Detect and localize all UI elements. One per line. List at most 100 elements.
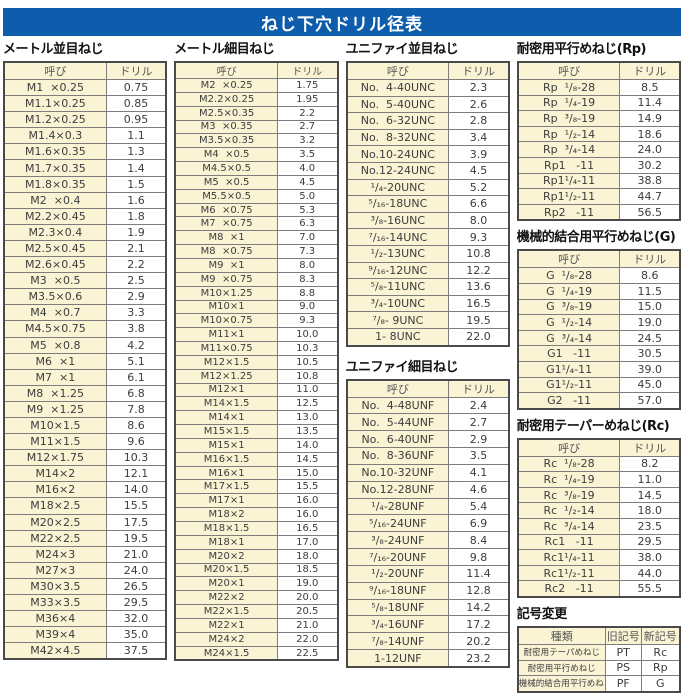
drill-value-cell: 38.8: [619, 172, 681, 190]
drill-value-cell: 11.0: [276, 382, 339, 398]
table-columns: メートル並目ねじ 呼び ドリル M1 ×0.25 0.75 M1.1×0.25 0.8…: [3, 40, 681, 693]
table-row: M17×1 16.0: [174, 493, 339, 509]
table-row: 1-12UNF 23.2: [345, 649, 510, 668]
thread-name-cell: ⁹/₁₆-18UNF: [345, 581, 450, 600]
table-row: No. 6-32UNC 2.8: [345, 112, 510, 130]
section-title-metric-coarse: メートル並目ねじ: [3, 42, 104, 57]
table-row: M22×2 20.0: [174, 590, 339, 606]
thread-name-cell: ⁷/₈- 9UNC: [345, 311, 450, 329]
drill-value-cell: 55.5: [619, 580, 681, 598]
drill-value-cell: 8.2: [619, 455, 681, 473]
drill-value-cell: 4.5: [448, 161, 510, 180]
thread-name-cell: G ¹/₈-28: [517, 267, 621, 284]
table-row: Rp1¹/₄-11 38.8: [517, 172, 681, 190]
table-row: M1 ×0.25 0.75: [3, 78, 167, 97]
thread-name-cell: G ¹/₂-14: [517, 314, 621, 331]
thread-name-cell: ³/₈-24UNF: [345, 531, 450, 550]
thread-name-cell: M1.1×0.25: [3, 95, 107, 113]
drill-value-cell: 9.6: [105, 433, 167, 451]
table-row: Rp1 -11 30.2: [517, 156, 681, 174]
drill-value-cell: 16.0: [276, 493, 339, 509]
name-column-header: 呼び: [174, 61, 278, 79]
thread-name-cell: M8 ×1: [174, 230, 278, 246]
table-row: G ¹/₄-19 11.5: [517, 282, 681, 300]
drill-value-cell: 2.3: [448, 79, 510, 97]
drill-value-cell: 30.2: [619, 156, 681, 174]
page-banner: ねじ下穴ドリル径表: [3, 8, 681, 36]
table-row: Rp ³/₄-14 24.0: [517, 141, 681, 158]
table-row: M2 ×0.4 1.6: [3, 191, 167, 209]
drill-value-cell: 11.0: [619, 471, 681, 488]
drill-value-cell: 19.0: [619, 314, 681, 331]
table-row: M24×1.5 22.5: [174, 645, 339, 661]
thread-name-cell: ³/₄-10UNC: [345, 294, 450, 313]
drill-column-header: ドリル: [619, 249, 681, 269]
drill-value-cell: 6.9: [448, 514, 510, 533]
drill-value-cell: 10.3: [105, 449, 167, 467]
thread-name-cell: Rp ¹/₂-14: [517, 125, 621, 143]
drill-value-cell: 2.7: [276, 119, 339, 135]
thread-name-cell: M4 ×0.7: [3, 304, 107, 322]
drill-value-cell: 1.1: [105, 127, 167, 145]
drill-value-cell: 10.5: [276, 354, 339, 370]
thread-name-cell: G2 -11: [517, 392, 621, 410]
drill-value-cell: 19.5: [105, 529, 167, 547]
drill-value-cell: 8.6: [105, 416, 167, 435]
table-row: M2.3×0.4 1.9: [3, 223, 167, 241]
header-row: 呼び ドリル: [517, 438, 681, 457]
drill-value-cell: 2.4: [448, 396, 510, 415]
drill-value-cell: 16.0: [276, 507, 339, 522]
table-row: No. 4-40UNC 2.3: [345, 79, 510, 97]
table-row: M6 ×1 5.1: [3, 352, 167, 370]
table-row: M33×3.5 29.5: [3, 593, 167, 612]
table-row: M5 ×0.8 4.2: [3, 336, 167, 354]
table-row: M22×1 21.0: [174, 617, 339, 633]
header-row: 呼び ドリル: [517, 61, 681, 80]
thread-name-cell: M8 ×1.25: [3, 384, 107, 402]
table-row: M39×4 35.0: [3, 626, 167, 644]
table-row: M10×1.5 8.6: [3, 416, 167, 435]
thread-name-cell: No. 4-40UNC: [345, 79, 450, 97]
drill-value-cell: 15.0: [276, 465, 339, 481]
table-row: M18×2.5 15.5: [3, 497, 167, 515]
drill-column-header: ドリル: [448, 379, 510, 398]
drill-value-cell: 24.0: [619, 141, 681, 158]
thread-name-cell: 1-12UNF: [345, 649, 450, 668]
drill-value-cell: 2.5: [105, 272, 167, 290]
thread-name-cell: M1.7×0.35: [3, 159, 107, 177]
table-row: M8 ×0.75 7.3: [174, 244, 339, 259]
drill-value-cell: 10.8: [276, 368, 339, 384]
thread-name-cell: No. 6-40UNF: [345, 430, 450, 449]
table-row: M17×1.5 15.5: [174, 479, 339, 495]
drill-value-cell: 5.2: [448, 178, 510, 197]
symbol-change-table: 種類 旧記号 新記号 耐密用テーパめねじ PT Rc 耐密用平行めねじ PS Rp 機械的結…: [516, 626, 681, 693]
drill-value-cell: 3.5: [448, 447, 510, 465]
thread-name-cell: ³/₄-16UNF: [345, 615, 450, 634]
drill-value-cell: 18.5: [276, 562, 339, 578]
table-row: G ³/₄-14 24.5: [517, 329, 681, 347]
thread-name-cell: M22×2: [174, 590, 278, 606]
drill-value-cell: 13.0: [276, 410, 339, 426]
table-row: ³/₈-24UNF 8.4: [345, 531, 510, 550]
drill-value-cell: 15.5: [105, 497, 167, 515]
drill-value-cell: 12.1: [105, 465, 167, 483]
drill-value-cell: 0.75: [105, 78, 167, 97]
drill-value-cell: 10.3: [276, 341, 339, 356]
thread-name-cell: ⁵/₁₆-18UNC: [345, 195, 450, 213]
thread-name-cell: Rc ¹/₄-19: [517, 471, 621, 488]
thread-name-cell: No.10-24UNC: [345, 145, 450, 163]
thread-name-cell: ¹/₄-28UNF: [345, 497, 450, 516]
thread-name-cell: G ³/₈-19: [517, 298, 621, 316]
drill-column-header: ドリル: [619, 61, 681, 80]
table-row: G1¹/₄-11 39.0: [517, 360, 681, 378]
thread-name-cell: M5 ×0.8: [3, 336, 107, 354]
table-row: M14×2 12.1: [3, 465, 167, 483]
table-row: M27×3 24.0: [3, 561, 167, 579]
drill-value-cell: 39.0: [619, 360, 681, 378]
thread-name-cell: G ¹/₄-19: [517, 282, 621, 300]
old-symbol-cell: PS: [604, 659, 642, 677]
drill-value-cell: 5.0: [276, 188, 339, 204]
table-row: M16×2 14.0: [3, 481, 167, 499]
drill-value-cell: 2.9: [448, 430, 510, 449]
thread-name-cell: M39×4: [3, 626, 107, 644]
